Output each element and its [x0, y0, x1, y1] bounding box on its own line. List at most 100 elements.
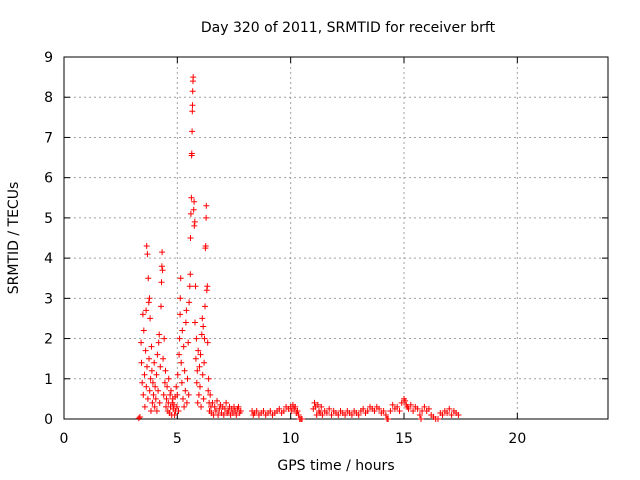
data-point: [197, 351, 204, 358]
y-tick-label: 9: [44, 50, 53, 66]
data-point: [176, 351, 183, 358]
data-point: [318, 403, 325, 410]
data-point: [439, 412, 446, 418]
data-point: [185, 339, 192, 346]
data-point: [158, 263, 165, 270]
data-point: [156, 399, 163, 406]
data-point: [161, 335, 168, 342]
data-point: [171, 412, 178, 418]
data-point: [319, 412, 326, 418]
data-point: [196, 363, 203, 370]
data-point: [364, 408, 371, 414]
data-point: [182, 387, 189, 394]
data-point: [149, 399, 156, 406]
data-point: [292, 403, 299, 410]
data-point: [203, 202, 210, 209]
plot-frame: [63, 56, 609, 420]
data-point: [143, 383, 150, 390]
data-point: [181, 403, 188, 410]
data-point: [177, 275, 184, 282]
data-point: [190, 206, 197, 213]
data-point: [385, 416, 392, 422]
data-point: [355, 412, 362, 418]
data-point: [198, 403, 205, 410]
data-point: [140, 327, 147, 334]
data-point: [157, 363, 164, 370]
data-point: [207, 391, 214, 398]
data-point: [143, 307, 150, 314]
data-point: [138, 359, 145, 366]
data-point: [189, 128, 196, 135]
data-point: [382, 412, 389, 418]
data-point: [154, 351, 161, 358]
data-point: [202, 243, 209, 249]
data-point: [162, 367, 169, 374]
data-point: [216, 405, 223, 412]
data-point: [187, 235, 194, 241]
chart-title: Day 320 of 2011, SRMTID for receiver brf…: [201, 20, 496, 36]
data-point: [187, 210, 194, 217]
data-point: [205, 387, 212, 394]
data-point: [179, 327, 186, 334]
data-point: [200, 323, 207, 330]
data-point: [181, 367, 188, 374]
data-point: [387, 408, 394, 414]
data-point: [188, 150, 195, 157]
data-point: [199, 315, 206, 322]
data-point: [380, 408, 387, 414]
data-point: [177, 311, 184, 318]
x-tick-label: 10: [282, 431, 300, 447]
data-point: [187, 271, 194, 278]
data-point: [425, 405, 432, 412]
data-point: [151, 359, 158, 366]
data-point: [163, 395, 170, 402]
data-point: [144, 395, 151, 402]
data-point: [138, 339, 145, 346]
y-axis-label: SRMTID / TECUs: [6, 182, 22, 295]
data-point: [311, 399, 318, 406]
data-point: [418, 416, 424, 422]
data-point: [214, 397, 220, 404]
data-point: [192, 355, 199, 362]
data-points: [135, 74, 462, 422]
data-point: [260, 408, 267, 414]
data-point: [212, 408, 219, 414]
data-point: [328, 412, 335, 418]
data-point: [402, 397, 409, 404]
data-point: [158, 303, 164, 310]
data-point: [173, 403, 180, 410]
data-point: [191, 198, 198, 205]
data-point: [198, 331, 205, 338]
data-point: [191, 218, 198, 225]
data-point: [405, 405, 412, 412]
data-point: [178, 379, 185, 386]
data-point: [160, 355, 167, 362]
data-point: [225, 408, 232, 414]
data-point: [173, 383, 180, 390]
data-point: [144, 363, 150, 370]
x-axis-label: GPS time / hours: [277, 458, 394, 474]
y-tick-label: 8: [44, 90, 53, 106]
data-point: [414, 405, 421, 412]
data-point: [323, 410, 330, 416]
data-point: [203, 214, 210, 221]
data-point: [421, 403, 428, 410]
data-point: [197, 383, 203, 390]
data-point: [235, 403, 242, 410]
data-point: [455, 412, 462, 418]
x-tick-label: 20: [508, 431, 526, 447]
data-point: [446, 405, 453, 412]
data-point: [416, 412, 423, 418]
data-point: [158, 279, 165, 286]
data-point: [168, 387, 174, 394]
y-tick-label: 2: [44, 332, 53, 348]
data-point: [371, 408, 378, 414]
data-point: [294, 408, 301, 414]
data-point: [148, 408, 154, 414]
y-tick-label: 5: [44, 211, 53, 227]
data-point: [376, 405, 383, 412]
data-point: [188, 194, 195, 201]
data-point: [204, 283, 211, 290]
data-point: [155, 339, 162, 346]
data-point: [201, 335, 208, 342]
